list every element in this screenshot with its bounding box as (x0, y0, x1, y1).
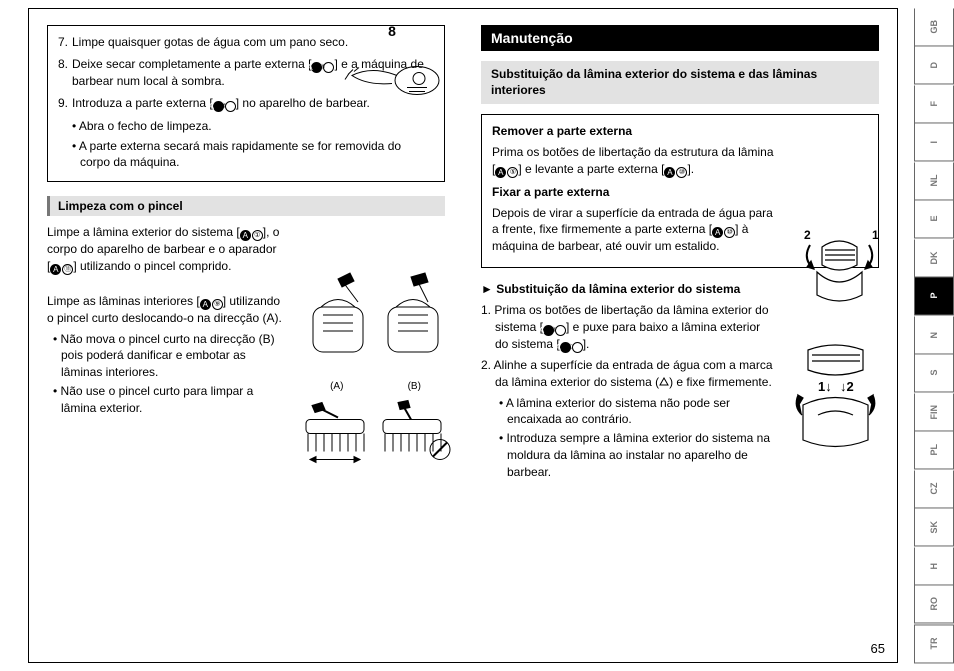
lang-tab-e[interactable]: E (914, 200, 954, 238)
lang-tab-d[interactable]: D (914, 46, 954, 84)
lang-tab-i[interactable]: I (914, 123, 954, 161)
ref-a10-3: A⑩ (664, 167, 687, 178)
triangle-icon (659, 377, 669, 387)
step-text-7: Limpe quaisquer gotas de água com um pan… (72, 35, 348, 49)
figure-fix-svg: 2 1 (792, 217, 887, 305)
repl-label-2: ↓2 (840, 379, 854, 394)
step-num-8: 8. (58, 56, 72, 72)
lang-tab-fin[interactable]: FIN (914, 393, 954, 431)
step-num-7: 7. (58, 34, 72, 50)
ref-a8: A⑧ (543, 325, 566, 336)
lang-tab-h[interactable]: H (914, 547, 954, 585)
ol-2: 2. Alinhe a superfície da entrada de águ… (481, 357, 774, 391)
fix-label-2: 2 (804, 228, 811, 242)
right-column: Manutenção Substituição da lâmina exteri… (463, 9, 897, 662)
figure-brush-svg (303, 267, 453, 365)
label-a: (A) (330, 381, 343, 392)
language-tabs: GBDFINLEDKPNSFINPLCZSKHROTR (914, 8, 954, 663)
brush-p1: Limpe a lâmina exterior do sistema [A①],… (47, 224, 282, 275)
brush-body: Limpe a lâmina exterior do sistema [A①],… (47, 224, 282, 417)
fix-h: Fixar a parte externa (492, 184, 778, 201)
lang-tab-gb[interactable]: GB (914, 8, 954, 46)
lang-tab-ro[interactable]: RO (914, 585, 954, 623)
page-number: 65 (871, 641, 885, 656)
fix-p: Depois de virar a superfície da entrada … (492, 205, 778, 256)
lang-tab-dk[interactable]: DK (914, 239, 954, 277)
figure-fix: 2 1 (792, 217, 887, 305)
fix-label-1: 1 (872, 228, 879, 242)
ref-a10-1: A⑩ (311, 62, 334, 73)
label-b: (B) (408, 381, 421, 392)
ref-a1: A① (240, 230, 263, 241)
ref-a10-2: A⑩ (213, 101, 236, 112)
ref-a1-2: A① (560, 342, 583, 353)
figure-8: 8 (337, 23, 447, 91)
ref-a10-4: A⑩ (712, 227, 735, 238)
left-column: 7.Limpe quaisquer gotas de água com um p… (29, 9, 463, 662)
lang-tab-nl[interactable]: NL (914, 162, 954, 200)
lang-tab-s[interactable]: S (914, 354, 954, 392)
figure-8-svg (337, 39, 447, 107)
figure-replace-svg: 1↓ ↓2 (788, 335, 883, 450)
repl-bul1: • A lâmina exterior do sistema não pode … (481, 395, 774, 429)
lang-tab-cz[interactable]: CZ (914, 470, 954, 508)
lang-tab-p[interactable]: P (914, 277, 954, 315)
figure-ab-svg (298, 392, 453, 482)
figure-replace: 1↓ ↓2 (788, 335, 883, 450)
step-text-8a: Deixe secar completamente a parte extern… (72, 57, 311, 71)
lang-tab-f[interactable]: F (914, 85, 954, 123)
brush-heading: Limpeza com o pincel (47, 196, 445, 216)
brush-p2: Limpe as lâminas interiores [A⑨] utiliza… (47, 293, 282, 327)
figure-brush (303, 267, 453, 365)
sub-heading: Substituição da lâmina exterior do siste… (481, 61, 879, 104)
remove-h: Remover a parte externa (492, 123, 778, 140)
ref-a5: A⑤ (495, 167, 518, 178)
main-heading: Manutenção (481, 25, 879, 51)
sub-2: • A parte externa secará mais rapidament… (58, 138, 434, 170)
page-frame: 7.Limpe quaisquer gotas de água com um p… (28, 8, 898, 663)
lang-tab-sk[interactable]: SK (914, 508, 954, 546)
brush-bul1: • Não mova o pincel curto na direcção (B… (47, 331, 282, 381)
sub-1: • Abra o fecho de limpeza. (58, 118, 434, 134)
step-text-9a: Introduza a parte externa [ (72, 96, 213, 110)
remove-p: Prima os botões de libertação da estrutu… (492, 144, 778, 178)
figure-ab: (A) (B) (298, 381, 453, 471)
figure-8-label: 8 (337, 23, 447, 39)
repl-bul2: • Introduza sempre a lâmina exterior do … (481, 430, 774, 480)
ol-1: 1. Prima os botões de libertação da lâmi… (481, 302, 774, 353)
ref-a11: A⑪ (50, 264, 73, 275)
repl-label-1: 1↓ (818, 379, 832, 394)
lang-tab-n[interactable]: N (914, 316, 954, 354)
brush-bul2: • Não use o pincel curto para limpar a l… (47, 383, 282, 417)
step-num-9: 9. (58, 95, 72, 111)
lang-tab-pl[interactable]: PL (914, 431, 954, 469)
ref-a9: A⑨ (200, 299, 223, 310)
lang-tab-tr[interactable]: TR (914, 624, 954, 663)
